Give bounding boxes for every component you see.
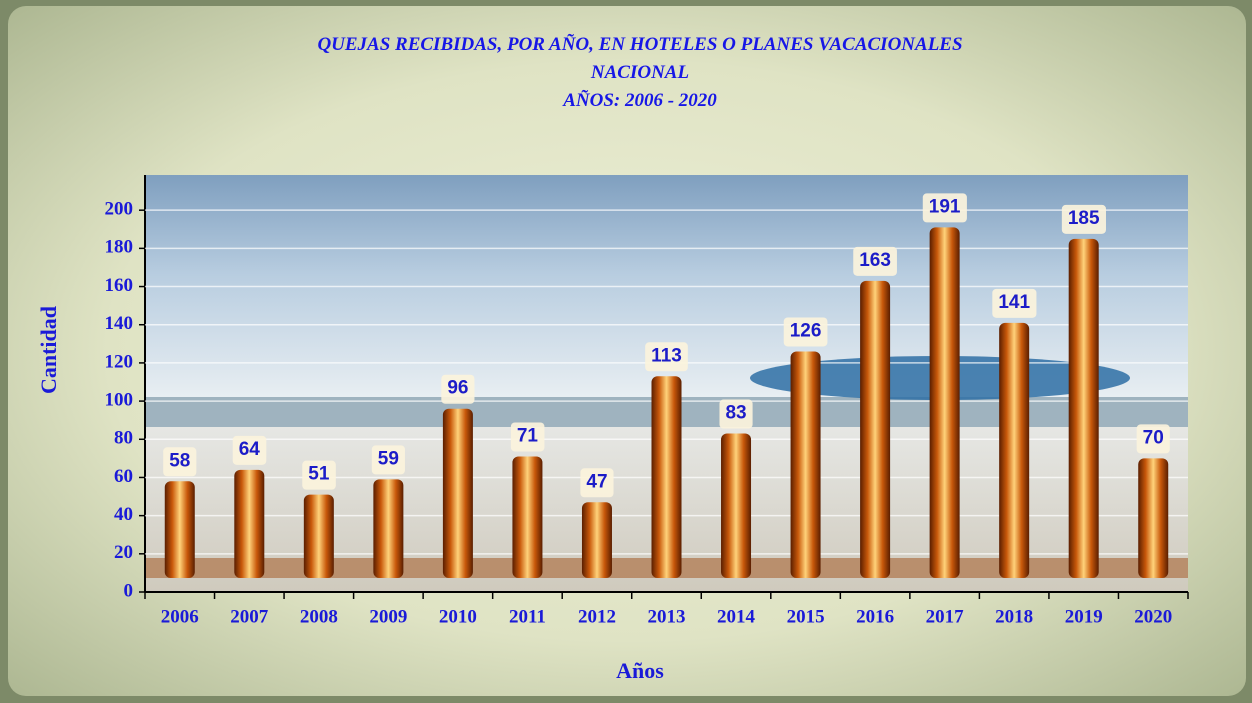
value-label: 64 — [239, 439, 261, 460]
bar — [860, 280, 891, 578]
value-label: 191 — [929, 196, 961, 217]
x-tick-label: 2006 — [161, 606, 199, 627]
chart-title: QUEJAS RECIBIDAS, POR AÑO, EN HOTELES O … — [317, 34, 962, 55]
x-tick-label: 2017 — [926, 606, 965, 627]
value-label-box — [1136, 424, 1170, 454]
value-label: 185 — [1068, 208, 1100, 229]
x-tick-label: 2012 — [578, 606, 616, 627]
value-label-box — [645, 342, 688, 372]
bar — [303, 494, 334, 578]
y-tick-label: 60 — [114, 466, 133, 487]
y-tick-label: 20 — [114, 542, 133, 563]
value-label-box — [371, 445, 405, 475]
x-tick-label: 2014 — [717, 606, 756, 627]
bar — [581, 502, 612, 578]
x-tick-label: 2013 — [648, 606, 686, 627]
value-label-box — [922, 193, 967, 223]
value-label: 141 — [998, 292, 1030, 313]
value-label-box — [853, 246, 897, 276]
value-label-box — [1061, 204, 1106, 234]
x-tick-label: 2018 — [995, 606, 1033, 627]
value-label-box — [580, 468, 614, 498]
bar — [651, 376, 682, 578]
bar — [790, 351, 821, 578]
value-label: 113 — [651, 345, 682, 366]
bar — [234, 469, 265, 578]
value-label-box — [163, 447, 197, 477]
bar — [721, 433, 752, 578]
value-label-box — [510, 422, 545, 452]
value-label: 126 — [790, 320, 822, 341]
bar — [1138, 458, 1169, 578]
y-tick-label: 80 — [114, 428, 133, 449]
y-tick-label: 120 — [105, 351, 134, 372]
x-tick-label: 2009 — [369, 606, 407, 627]
y-tick-label: 100 — [105, 389, 134, 410]
x-tick-label: 2015 — [787, 606, 825, 627]
x-tick-label: 2007 — [230, 606, 269, 627]
x-tick-label: 2010 — [439, 606, 477, 627]
value-label: 47 — [586, 471, 607, 492]
bar — [512, 456, 543, 578]
value-label: 163 — [859, 250, 891, 271]
bar — [929, 227, 960, 578]
y-tick-label: 200 — [105, 199, 134, 220]
value-label: 83 — [725, 403, 746, 424]
bar — [164, 481, 195, 578]
value-label: 59 — [378, 448, 399, 469]
y-tick-label: 140 — [105, 313, 134, 334]
x-tick-label: 2011 — [509, 606, 546, 627]
value-label-box — [232, 435, 267, 465]
value-label: 51 — [308, 464, 330, 485]
value-label: 70 — [1143, 427, 1164, 448]
x-tick-label: 2016 — [856, 606, 894, 627]
y-tick-label: 180 — [105, 237, 134, 258]
value-label-box — [302, 460, 336, 490]
value-label: 96 — [447, 378, 468, 399]
bar — [373, 479, 404, 578]
value-label: 71 — [517, 425, 539, 446]
x-axis-title: Años — [616, 658, 664, 683]
value-label: 58 — [169, 450, 190, 471]
y-tick-label: 0 — [124, 580, 134, 601]
chart-subtitle: AÑOS: 2006 - 2020 — [562, 90, 717, 111]
bar — [1068, 238, 1099, 578]
value-label-box — [992, 288, 1037, 318]
bar — [999, 322, 1030, 578]
x-tick-label: 2008 — [300, 606, 338, 627]
bar — [442, 408, 473, 578]
value-label-box — [719, 399, 753, 429]
chart-subtitle: NACIONAL — [590, 62, 689, 83]
y-tick-label: 40 — [114, 504, 133, 525]
value-label-box — [783, 317, 828, 347]
y-tick-label: 160 — [105, 275, 134, 296]
x-tick-label: 2020 — [1134, 606, 1172, 627]
value-label-box — [441, 374, 475, 404]
x-tick-label: 2019 — [1065, 606, 1103, 627]
y-axis-title: Cantidad — [36, 306, 61, 394]
